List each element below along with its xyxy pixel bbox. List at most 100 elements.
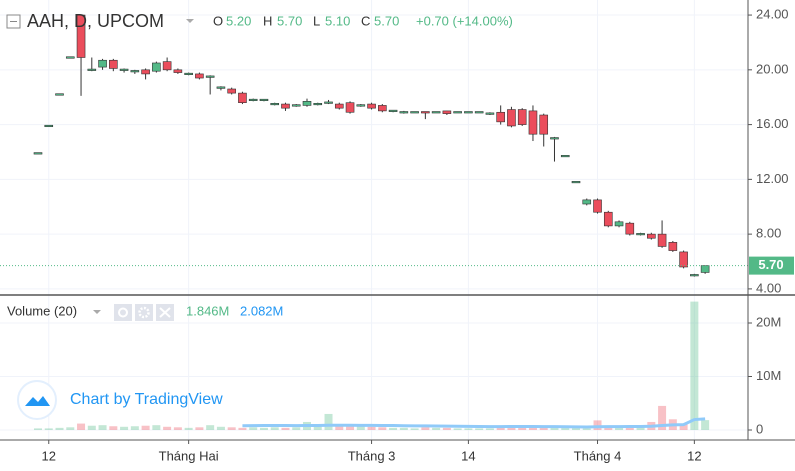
volume-bar: [249, 427, 258, 430]
volume-bar: [216, 426, 225, 430]
candle-body: [636, 233, 645, 236]
candle-body: [184, 72, 193, 75]
volume-bar: [77, 423, 86, 430]
candle-body: [625, 222, 635, 235]
symbol-menu-arrow[interactable]: [186, 19, 194, 23]
volume-bar: [485, 428, 494, 430]
volume-bar: [55, 427, 64, 430]
candle-body: [259, 98, 269, 101]
candle-body: [302, 101, 312, 106]
candle-body: [87, 68, 97, 71]
volume-bar: [44, 428, 53, 430]
open-key: O: [213, 13, 223, 28]
candle-body: [44, 124, 54, 128]
plot: [0, 14, 748, 430]
collapse-button[interactable]: [6, 14, 21, 29]
candle-body: [560, 155, 570, 158]
last-price-label: 5.70: [758, 257, 783, 272]
volume-bar: [98, 425, 107, 430]
volume-bar: [206, 425, 215, 430]
volume-bar: [173, 427, 182, 430]
volume-bar: [399, 427, 408, 430]
eye-icon: [118, 307, 128, 318]
close-key: C: [361, 13, 370, 28]
volume-bar: [389, 427, 398, 430]
volume-bar: [636, 427, 645, 430]
candle-body: [603, 211, 613, 227]
candle-body: [291, 104, 301, 107]
volume-bar: [141, 425, 150, 430]
volume-bar: [539, 426, 548, 430]
volume-bar: [367, 426, 376, 430]
volume-bar: [550, 427, 559, 430]
watermark-text: Chart by TradingView: [70, 391, 223, 408]
volume-bar: [453, 428, 462, 430]
candle-body: [593, 199, 602, 213]
candle-body: [431, 111, 441, 114]
volume-bar: [561, 427, 570, 430]
visibility-button[interactable]: [114, 304, 132, 321]
volume-legend-value: 1.846M: [186, 303, 229, 318]
volume-bar: [378, 427, 387, 430]
volume-bar: [130, 426, 139, 430]
y-tick-label: 8.00: [756, 226, 781, 241]
candle-body: [238, 92, 247, 103]
candle-body: [270, 103, 280, 106]
volume-bar: [120, 426, 129, 430]
volume-bar: [528, 427, 537, 430]
volume-bar: [66, 427, 75, 430]
remove-icon: [159, 307, 171, 318]
grid: [0, 0, 748, 440]
y-tick-label: 0: [756, 421, 763, 436]
volume-bar: [313, 426, 322, 430]
low-value: 5.10: [325, 13, 350, 28]
candle-body: [248, 98, 258, 101]
symbol: AAH, D, UPCOM: [27, 11, 164, 31]
candle-body: [130, 70, 140, 73]
volume-bar: [507, 426, 516, 430]
candle-body: [33, 152, 43, 155]
y-tick-label: 12.00: [756, 171, 789, 186]
candle-body: [109, 59, 118, 69]
candle-body: [647, 233, 656, 239]
high-key: H: [263, 13, 272, 28]
candle-body: [345, 102, 355, 113]
volume-bar: [259, 427, 268, 430]
candle-body: [205, 75, 215, 78]
volume-bar: [324, 413, 333, 430]
y-tick-label: 16.00: [756, 116, 789, 131]
candle-body: [582, 199, 592, 205]
candle-body: [195, 73, 204, 79]
candle-body: [281, 103, 290, 109]
volume-bar: [432, 427, 441, 430]
candle-body: [496, 111, 505, 123]
volume-bar: [475, 428, 484, 430]
volume-title: Volume (20): [7, 303, 77, 318]
volume-bar: [238, 427, 247, 430]
candle-body: [668, 242, 678, 251]
volume-bar: [227, 427, 236, 430]
candle-body: [421, 111, 430, 114]
candle-body: [571, 181, 581, 184]
candle-body: [539, 114, 549, 135]
volume-menu-arrow[interactable]: [93, 310, 101, 314]
volume-bar: [625, 426, 634, 430]
watermark: Chart by TradingView: [17, 380, 223, 420]
candle-body: [464, 111, 473, 114]
last-price-box: [749, 256, 794, 275]
candle-body: [614, 221, 624, 227]
x-tick-label: 12: [42, 448, 56, 463]
candle-body: [657, 233, 667, 247]
volume-ma-line: [242, 417, 706, 429]
candle-body: [679, 251, 688, 268]
x-tick-label: 14: [461, 448, 475, 463]
y-tick-label: 4.00: [756, 280, 781, 295]
x-tick-label: Tháng 4: [574, 448, 622, 463]
volume-bar: [679, 423, 688, 430]
volume-bar: [281, 427, 290, 430]
candle-body: [356, 104, 366, 107]
x-tick-label: Tháng Hai: [159, 448, 219, 463]
settings-button[interactable]: [135, 304, 153, 321]
volume-bar: [410, 428, 419, 430]
x-tick-label: Tháng 3: [348, 448, 396, 463]
